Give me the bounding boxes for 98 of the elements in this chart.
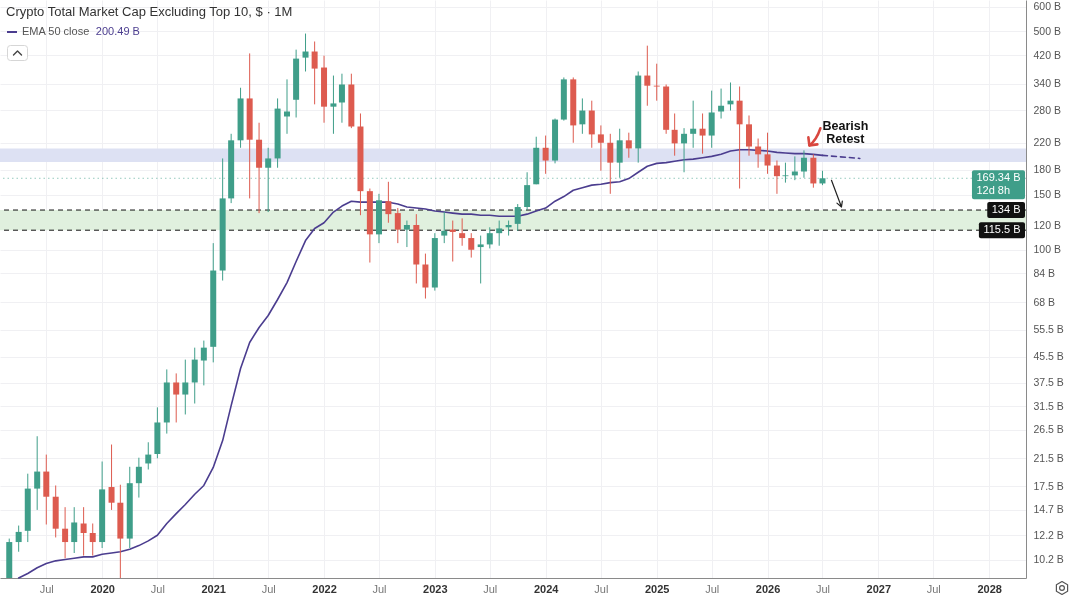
candlestick bbox=[800, 149, 807, 179]
x-tick-label: 2025 bbox=[644, 582, 670, 595]
candlestick bbox=[182, 359, 189, 415]
y-tick-label: 84 B bbox=[1033, 266, 1056, 279]
candlestick bbox=[403, 220, 410, 248]
candlestick bbox=[145, 441, 152, 470]
candlestick bbox=[653, 63, 660, 102]
x-tick-label: Jul bbox=[815, 582, 831, 595]
candlestick bbox=[625, 132, 632, 159]
candlestick bbox=[265, 147, 272, 213]
candlestick bbox=[15, 525, 22, 553]
x-tick-label: 2027 bbox=[866, 582, 892, 595]
x-tick-label: Jul bbox=[150, 582, 165, 595]
candlestick bbox=[200, 340, 207, 386]
candlestick bbox=[62, 506, 69, 559]
y-tick-label: 220 B bbox=[1033, 136, 1061, 149]
y-tick-label: 500 B bbox=[1033, 24, 1061, 37]
x-tick-label: Jul bbox=[372, 582, 387, 595]
y-tick-label: 120 B bbox=[1033, 218, 1061, 231]
candlestick bbox=[588, 100, 595, 149]
x-tick-label: Jul bbox=[705, 582, 720, 595]
candlestick bbox=[514, 203, 521, 232]
x-tick-label: 2026 bbox=[755, 582, 781, 595]
ref-line-label: 115.5 B bbox=[983, 223, 1021, 236]
candlestick bbox=[496, 220, 503, 247]
ref-line-label: 169.34 B 12d 8h bbox=[976, 171, 1021, 197]
x-tick-label: 2020 bbox=[90, 582, 115, 595]
ref-line-label: 134 B bbox=[991, 203, 1021, 216]
y-tick-label: 12.2 B bbox=[1033, 528, 1064, 541]
y-tick-label: 68 B bbox=[1033, 295, 1056, 308]
candlestick bbox=[135, 457, 142, 499]
candlestick bbox=[616, 128, 623, 179]
candlestick bbox=[524, 171, 531, 211]
candlestick bbox=[607, 133, 614, 195]
candlestick bbox=[89, 522, 96, 557]
candlestick bbox=[736, 86, 743, 190]
annotation: Bearish Retest bbox=[822, 119, 869, 146]
candlestick bbox=[579, 97, 586, 135]
candlestick bbox=[477, 235, 484, 284]
candlestick bbox=[690, 100, 697, 149]
x-tick-label: 2022 bbox=[312, 582, 337, 595]
candlestick bbox=[34, 435, 41, 511]
candlestick bbox=[459, 217, 466, 247]
y-tick-label: 280 B bbox=[1033, 103, 1061, 116]
candlestick bbox=[173, 372, 180, 423]
candlestick bbox=[782, 162, 789, 184]
candlestick bbox=[338, 73, 345, 124]
x-tick-label: Jul bbox=[39, 582, 54, 595]
x-tick-label: 2028 bbox=[977, 582, 1002, 595]
candlestick bbox=[468, 232, 475, 259]
x-tick-label: 2021 bbox=[201, 582, 226, 595]
candlestick bbox=[108, 444, 115, 511]
candlestick bbox=[699, 112, 706, 155]
y-tick-label: 180 B bbox=[1033, 163, 1061, 176]
candlestick bbox=[385, 181, 392, 224]
y-tick-label: 55.5 B bbox=[1033, 323, 1064, 336]
y-tick-label: 31.5 B bbox=[1033, 399, 1064, 412]
y-tick-label: 340 B bbox=[1033, 77, 1061, 90]
candlestick bbox=[302, 33, 309, 72]
candlestick bbox=[284, 78, 290, 135]
y-tick-label: 37.5 B bbox=[1033, 376, 1064, 389]
y-tick-label: 10.2 B bbox=[1033, 553, 1064, 565]
y-tick-label: 420 B bbox=[1033, 48, 1061, 61]
candlestick bbox=[542, 135, 549, 175]
candlestick bbox=[708, 90, 715, 149]
candlestick bbox=[394, 207, 401, 244]
legend-label: EMA 50 close bbox=[22, 25, 90, 37]
candlestick bbox=[597, 124, 604, 172]
y-tick-label: 100 B bbox=[1033, 243, 1061, 256]
candlestick bbox=[746, 114, 753, 157]
y-tick-label: 150 B bbox=[1033, 188, 1061, 201]
candlestick bbox=[764, 132, 771, 175]
y-tick-label: 14.7 B bbox=[1033, 503, 1064, 516]
x-tick-label: 2024 bbox=[533, 582, 560, 595]
x-tick-label: Jul bbox=[926, 582, 941, 595]
annotation: 200.49 B bbox=[95, 25, 140, 37]
candlestick bbox=[330, 75, 337, 135]
y-tick-label: 21.5 B bbox=[1033, 451, 1064, 464]
candlestick bbox=[80, 506, 87, 557]
candlestick bbox=[422, 253, 429, 300]
candlestick bbox=[644, 45, 651, 107]
y-tick-label: 17.5 B bbox=[1033, 479, 1064, 492]
x-tick-label: Jul bbox=[594, 582, 609, 595]
y-tick-label: 26.5 B bbox=[1033, 423, 1064, 436]
x-tick-label: 2023 bbox=[423, 582, 448, 595]
candlestick bbox=[486, 226, 493, 249]
y-tick-label: 600 B bbox=[1033, 0, 1061, 13]
x-tick-label: Jul bbox=[261, 582, 276, 595]
candlestick bbox=[71, 506, 78, 554]
x-tick-label: Jul bbox=[483, 582, 498, 595]
candlestick bbox=[191, 347, 198, 405]
candlestick bbox=[311, 41, 318, 105]
candlestick bbox=[671, 112, 678, 157]
candlestick bbox=[681, 127, 688, 173]
candlestick bbox=[441, 211, 448, 244]
candlestick bbox=[773, 160, 780, 195]
y-tick-label: 45.5 B bbox=[1033, 350, 1064, 363]
chart-title: Crypto Total Market Cap Excluding Top 10, $ · 1M bbox=[6, 4, 293, 19]
